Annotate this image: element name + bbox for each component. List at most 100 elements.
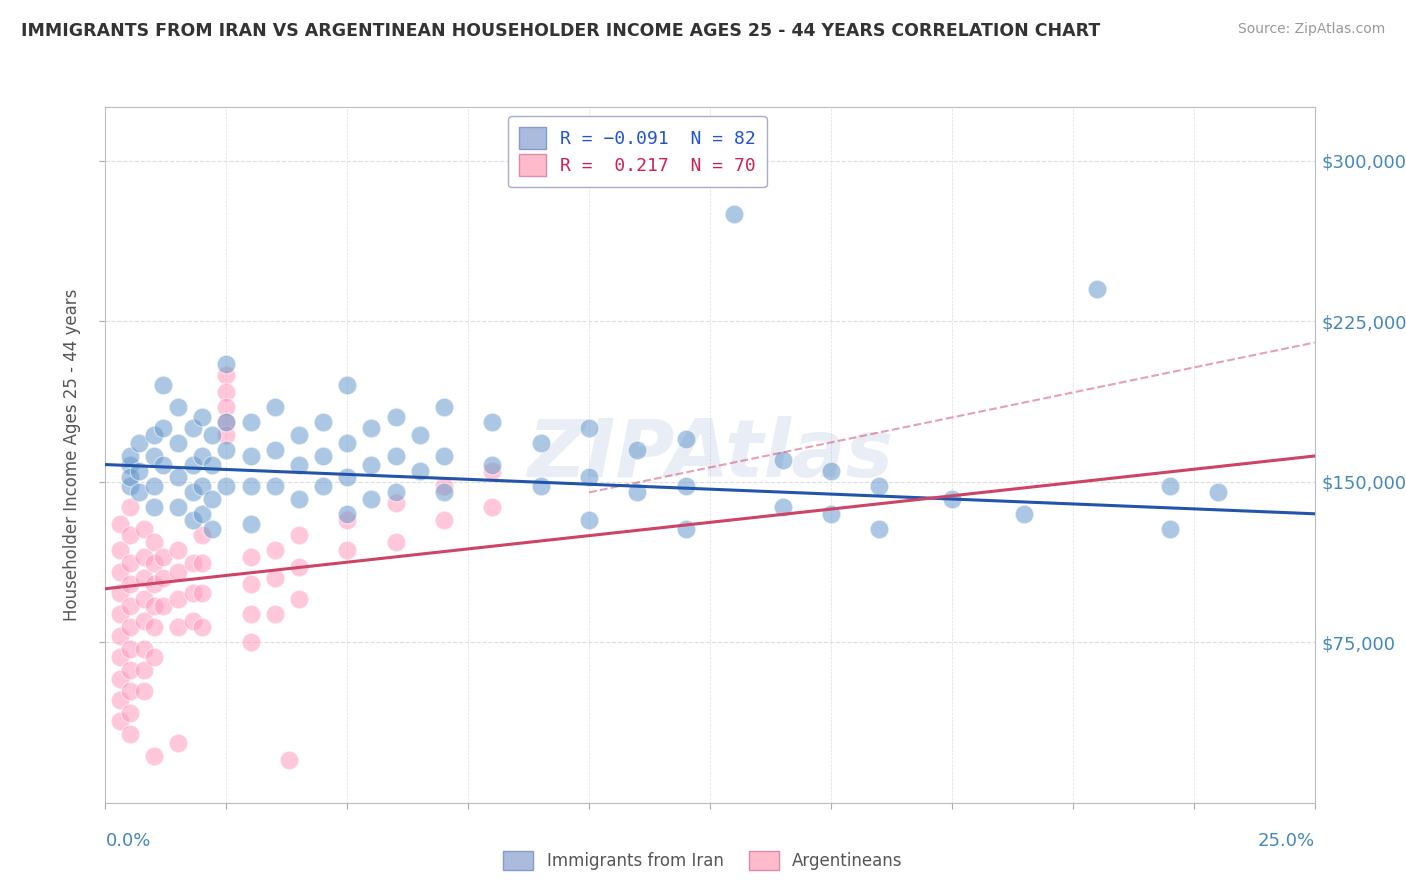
Point xyxy=(941,491,963,506)
Point xyxy=(433,400,456,414)
Point xyxy=(191,507,214,521)
Point xyxy=(181,485,204,500)
Point xyxy=(118,528,141,542)
Point xyxy=(360,421,382,435)
Point xyxy=(108,517,131,532)
Point xyxy=(134,641,156,656)
Point xyxy=(288,458,311,472)
Point xyxy=(868,522,890,536)
Point xyxy=(201,427,224,442)
Point xyxy=(167,592,190,607)
Point xyxy=(108,607,131,622)
Point xyxy=(215,479,238,493)
Point xyxy=(263,571,285,585)
Point xyxy=(118,577,141,591)
Point xyxy=(152,549,174,564)
Point xyxy=(134,684,156,698)
Point xyxy=(167,736,190,750)
Point xyxy=(191,410,214,425)
Text: 25.0%: 25.0% xyxy=(1257,832,1315,850)
Point xyxy=(108,672,131,686)
Point xyxy=(215,415,238,429)
Point xyxy=(360,491,382,506)
Point xyxy=(384,485,406,500)
Point xyxy=(530,479,553,493)
Point xyxy=(263,607,285,622)
Point xyxy=(118,663,141,677)
Point xyxy=(128,464,150,478)
Point xyxy=(142,748,165,763)
Point xyxy=(278,753,301,767)
Point xyxy=(578,513,600,527)
Point xyxy=(578,470,600,484)
Legend: R = −0.091  N = 82, R =  0.217  N = 70: R = −0.091 N = 82, R = 0.217 N = 70 xyxy=(508,116,766,187)
Point xyxy=(128,436,150,450)
Point xyxy=(1159,522,1181,536)
Point xyxy=(239,449,262,463)
Point xyxy=(336,436,359,450)
Point xyxy=(239,415,262,429)
Point xyxy=(312,449,335,463)
Legend: Immigrants from Iran, Argentineans: Immigrants from Iran, Argentineans xyxy=(496,844,910,877)
Point xyxy=(152,599,174,613)
Point xyxy=(152,421,174,435)
Point xyxy=(181,614,204,628)
Point xyxy=(215,427,238,442)
Point xyxy=(288,592,311,607)
Point xyxy=(191,586,214,600)
Point xyxy=(134,549,156,564)
Point xyxy=(181,458,204,472)
Point xyxy=(336,507,359,521)
Point xyxy=(1159,479,1181,493)
Point xyxy=(288,560,311,574)
Point xyxy=(108,714,131,729)
Point xyxy=(675,432,697,446)
Point xyxy=(215,400,238,414)
Point xyxy=(201,491,224,506)
Point xyxy=(201,522,224,536)
Point xyxy=(181,513,204,527)
Point xyxy=(530,436,553,450)
Point xyxy=(191,556,214,570)
Point xyxy=(1085,282,1108,296)
Point xyxy=(142,650,165,665)
Point xyxy=(336,470,359,484)
Point xyxy=(142,427,165,442)
Point xyxy=(433,485,456,500)
Point xyxy=(108,629,131,643)
Point xyxy=(191,528,214,542)
Point xyxy=(142,599,165,613)
Text: IMMIGRANTS FROM IRAN VS ARGENTINEAN HOUSEHOLDER INCOME AGES 25 - 44 YEARS CORREL: IMMIGRANTS FROM IRAN VS ARGENTINEAN HOUS… xyxy=(21,22,1101,40)
Point xyxy=(626,485,648,500)
Point xyxy=(167,500,190,515)
Point xyxy=(263,442,285,457)
Point xyxy=(409,464,432,478)
Point xyxy=(142,479,165,493)
Point xyxy=(201,458,224,472)
Point xyxy=(152,571,174,585)
Point xyxy=(820,464,842,478)
Point xyxy=(142,500,165,515)
Point xyxy=(215,415,238,429)
Point xyxy=(675,522,697,536)
Point xyxy=(118,449,141,463)
Point xyxy=(108,586,131,600)
Point xyxy=(118,620,141,634)
Point xyxy=(118,706,141,720)
Point xyxy=(263,543,285,558)
Point xyxy=(239,549,262,564)
Point xyxy=(181,556,204,570)
Point xyxy=(772,453,794,467)
Point xyxy=(626,442,648,457)
Point xyxy=(384,496,406,510)
Point xyxy=(336,378,359,392)
Point xyxy=(134,592,156,607)
Point xyxy=(360,458,382,472)
Point xyxy=(263,479,285,493)
Point xyxy=(118,556,141,570)
Point xyxy=(409,427,432,442)
Text: 0.0%: 0.0% xyxy=(105,832,150,850)
Point xyxy=(239,607,262,622)
Point xyxy=(142,577,165,591)
Point xyxy=(336,513,359,527)
